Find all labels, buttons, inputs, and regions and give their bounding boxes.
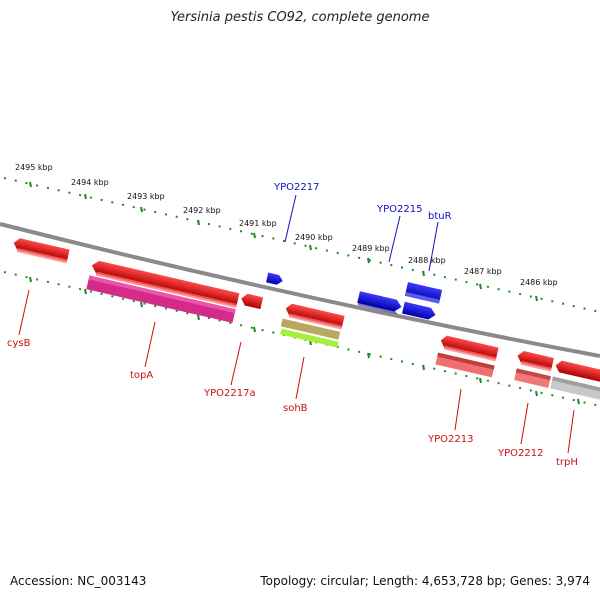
scale-label: 2486 kbp xyxy=(520,278,558,287)
accession-text: Accession: NC_003143 xyxy=(10,574,147,588)
scale-label: 2492 kbp xyxy=(183,206,221,215)
gene-label-ypo2217[interactable]: YPO2217 xyxy=(273,182,319,193)
genome-stats-text: Topology: circular; Length: 4,653,728 bp… xyxy=(260,574,590,588)
gene-arrow-cysb[interactable] xyxy=(12,237,70,264)
gene-label-trph[interactable]: trpH xyxy=(556,457,578,468)
gene-label-topa[interactable]: topA xyxy=(130,370,153,381)
reverse-gene-labels: cysB topA YPO2217a sohB YPO2213 YPO2212 … xyxy=(7,289,578,468)
gene-label-ypo2217a[interactable]: YPO2217a xyxy=(203,388,256,399)
reverse-genes xyxy=(12,237,600,401)
gene-arrow-sohb[interactable] xyxy=(284,303,345,330)
gene-arrow-ypo2213-shadow[interactable] xyxy=(435,352,495,378)
forward-gene-labels: YPO2217 YPO2215 btuR xyxy=(273,182,452,272)
gene-arrow-btur[interactable] xyxy=(404,282,443,304)
scale-label: 2487 kbp xyxy=(464,267,502,276)
scale-label: 2491 kbp xyxy=(239,219,277,228)
gene-arrow-btur-2[interactable] xyxy=(402,301,437,321)
gene-label-btur[interactable]: btuR xyxy=(428,211,452,222)
gene-arrow-sohb-olive[interactable] xyxy=(280,318,341,340)
scale-ticks-inner xyxy=(3,271,600,407)
scale-label: 2495 kbp xyxy=(15,163,53,172)
gene-arrow-sohb-green[interactable] xyxy=(280,328,339,348)
gene-label-cysb[interactable]: cysB xyxy=(7,338,31,349)
genome-backbone xyxy=(0,222,600,358)
gene-arrow-trph[interactable] xyxy=(554,360,600,383)
scale-label: 2494 kbp xyxy=(71,178,109,187)
map-title: Yersinia pestis CO92, complete genome xyxy=(170,10,430,25)
scale-label: 2489 kbp xyxy=(352,244,390,253)
scale-labels: 2495 kbp 2494 kbp 2493 kbp 2492 kbp 2491… xyxy=(15,163,558,287)
gene-arrow-ypo2212[interactable] xyxy=(516,350,554,372)
scale-label: 2488 kbp xyxy=(408,256,446,265)
gene-arrow-ypo2217a[interactable] xyxy=(240,293,264,310)
gene-label-ypo2212[interactable]: YPO2212 xyxy=(497,448,543,459)
gene-label-ypo2215[interactable]: YPO2215 xyxy=(376,204,422,215)
gene-arrow-ypo2212-shadow[interactable] xyxy=(514,368,551,388)
gene-arrow-topa[interactable] xyxy=(90,260,240,308)
gene-arrow-ypo2213[interactable] xyxy=(439,335,499,362)
scale-ticks-outer xyxy=(3,177,600,313)
gene-arrow-ypo2217[interactable] xyxy=(266,272,284,286)
scale-label: 2493 kbp xyxy=(127,192,165,201)
gene-label-ypo2213[interactable]: YPO2213 xyxy=(427,434,473,445)
gene-arrow-trph-shadow[interactable] xyxy=(550,376,600,401)
gene-label-sohb[interactable]: sohB xyxy=(283,403,308,414)
forward-genes xyxy=(266,272,443,321)
scale-label: 2490 kbp xyxy=(295,233,333,242)
gene-arrow-ypo2215[interactable] xyxy=(357,291,403,315)
gene-arrow-topa-shadow[interactable] xyxy=(86,275,236,323)
